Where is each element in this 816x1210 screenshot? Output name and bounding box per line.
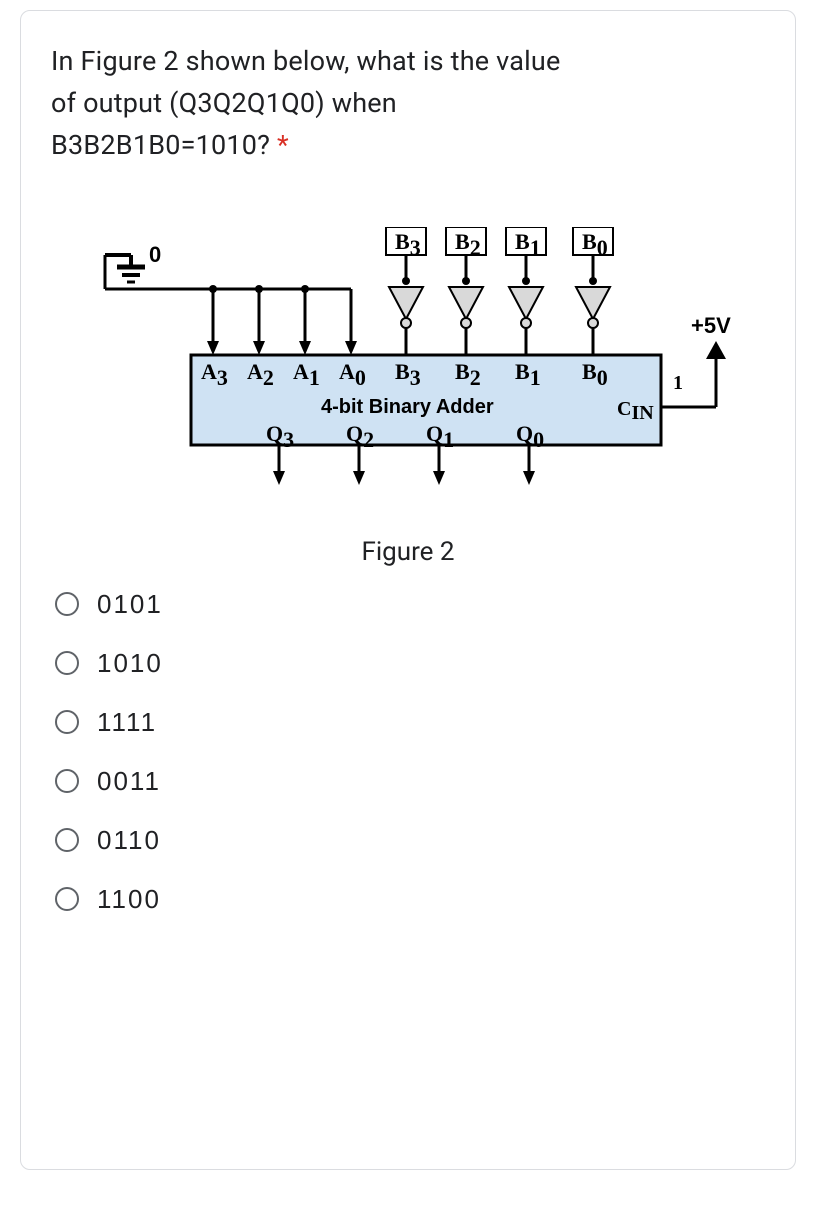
question-line2: of output (Q3Q2Q1Q0) when [51,87,397,119]
radio-icon [55,651,79,675]
question-text: In Figure 2 shown below, what is the val… [51,41,765,167]
radio-icon [55,828,79,852]
b-inverters [389,255,610,355]
option-1111[interactable]: 1111 [51,693,765,752]
plus5v-label: +5V [691,313,731,338]
radio-icon [55,887,79,911]
figure-svg: 0 B3 B2 [51,227,771,527]
radio-icon [55,592,79,616]
required-asterisk: * [277,129,289,161]
radio-icon [55,769,79,793]
option-0101[interactable]: 0101 [51,575,765,634]
option-label: 0011 [97,766,161,797]
question-line1: In Figure 2 shown below, what is the val… [51,45,561,77]
top-b-labels: B3 B2 B1 B0 [386,227,613,260]
figure-container: 0 B3 B2 [51,227,765,547]
option-0110[interactable]: 0110 [51,811,765,870]
option-0011[interactable]: 0011 [51,752,765,811]
option-label: 0110 [97,825,161,856]
a-wires [207,285,357,355]
option-label: 1010 [97,648,163,679]
cin-wiring: 1 +5V [661,313,731,407]
question-line3: B3B2B1B0=1010? [51,129,277,161]
question-card: In Figure 2 shown below, what is the val… [20,10,796,1170]
adder-text: 4-bit Binary Adder [321,396,494,418]
zero-label: 0 [149,242,161,267]
option-1100[interactable]: 1100 [51,870,765,929]
figure-caption: Figure 2 [51,537,765,567]
radio-icon [55,710,79,734]
q-wires [273,445,535,485]
option-label: 0101 [97,589,163,620]
cin-value: 1 [673,372,683,394]
option-label: 1111 [97,707,157,738]
option-1010[interactable]: 1010 [51,634,765,693]
options-list: 0101 1010 1111 0011 0110 1100 [51,575,765,929]
option-label: 1100 [97,884,161,915]
ground-symbol [105,255,145,282]
